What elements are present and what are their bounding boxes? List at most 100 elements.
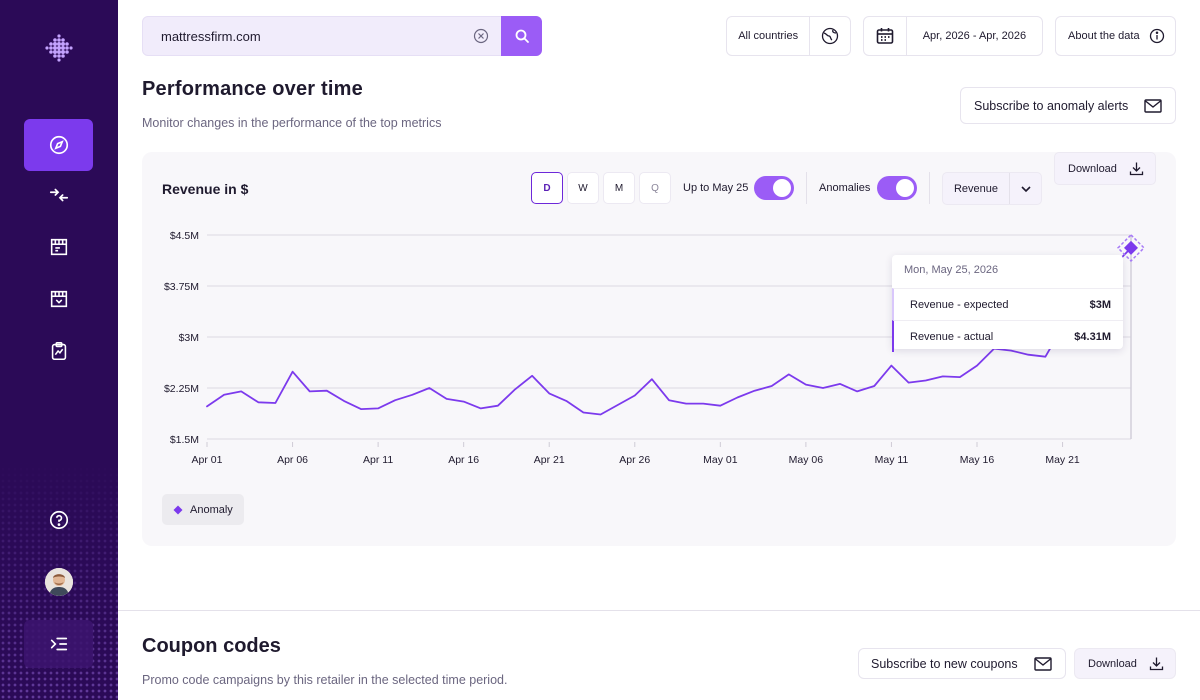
- anomalies-toggle[interactable]: [877, 176, 917, 200]
- data-point: [616, 404, 618, 406]
- chart-download-button[interactable]: Download: [1054, 152, 1156, 185]
- anomaly-diamond-icon: [173, 505, 183, 514]
- date-range-filter[interactable]: Apr, 2026 - Apr, 2026: [863, 16, 1043, 56]
- mail-icon: [1144, 99, 1162, 113]
- nav-analytics[interactable]: [24, 325, 93, 377]
- granularity-quarter[interactable]: Q: [639, 172, 671, 204]
- coupons-download-button[interactable]: Download: [1074, 648, 1176, 679]
- tooltip-row-actual: Revenue - actual $4.31M: [892, 320, 1123, 352]
- globe-icon-wrap: [810, 17, 850, 55]
- x-tick-label: May 11: [875, 454, 909, 466]
- data-point: [326, 390, 328, 392]
- data-point: [907, 381, 909, 383]
- x-tick-label: Apr 26: [619, 454, 650, 466]
- subscribe-anomaly-alerts-button[interactable]: Subscribe to anomaly alerts: [960, 87, 1176, 124]
- data-point: [274, 402, 276, 404]
- data-point: [942, 375, 944, 377]
- data-point: [856, 390, 858, 392]
- about-data-label: About the data: [1068, 30, 1140, 42]
- legend-anomaly-label: Anomaly: [190, 503, 233, 516]
- subscribe-coupons-button[interactable]: Subscribe to new coupons: [858, 648, 1066, 679]
- clipboard-chart-icon: [51, 341, 66, 361]
- data-point: [719, 404, 721, 406]
- subscribe-anomaly-label: Subscribe to anomaly alerts: [974, 98, 1129, 113]
- nav-storefront[interactable]: [24, 221, 93, 273]
- data-point: [445, 398, 447, 400]
- x-tick-label: Apr 06: [277, 454, 308, 466]
- chart-card-title: Revenue in $: [162, 181, 249, 197]
- country-filter[interactable]: All countries: [726, 16, 851, 56]
- up-to-toggle[interactable]: [754, 176, 794, 200]
- data-point: [753, 390, 755, 392]
- data-point: [582, 411, 584, 413]
- revenue-chart-card: Revenue in $ D W M Q Up to May 25 Anomal…: [142, 152, 1176, 546]
- search-input[interactable]: [143, 17, 463, 55]
- data-point: [428, 387, 430, 389]
- data-point: [890, 364, 892, 366]
- granularity-week[interactable]: W: [567, 172, 599, 204]
- info-icon: [1149, 28, 1164, 44]
- data-point: [1027, 353, 1029, 355]
- mail-icon: [1034, 657, 1052, 671]
- tooltip-row-expected: Revenue - expected $3M: [892, 288, 1123, 320]
- storefront-icon: [50, 238, 67, 256]
- country-filter-label: All countries: [738, 30, 799, 42]
- nav-store-report[interactable]: [24, 273, 93, 325]
- help-icon: [49, 510, 68, 530]
- metric-select[interactable]: Revenue: [942, 172, 1042, 205]
- download-icon: [1149, 657, 1164, 671]
- nav-help[interactable]: [24, 494, 93, 546]
- logo-icon[interactable]: [43, 32, 75, 64]
- nav-compare[interactable]: [24, 169, 93, 221]
- data-point: [240, 390, 242, 392]
- search-button[interactable]: [501, 16, 542, 56]
- data-point: [976, 364, 978, 366]
- data-point: [822, 387, 824, 389]
- data-point: [959, 376, 961, 378]
- data-point: [257, 401, 259, 403]
- x-tick-label: May 16: [960, 454, 995, 466]
- avatar[interactable]: [45, 568, 73, 596]
- data-point: [668, 399, 670, 401]
- data-point: [736, 396, 738, 398]
- anomaly-marker-ring: [1116, 233, 1146, 262]
- tooltip-actual-label: Revenue - actual: [910, 330, 994, 343]
- data-point: [377, 407, 379, 409]
- data-point: [343, 400, 345, 402]
- collapse-menu-icon: [50, 637, 67, 651]
- chart-download-label: Download: [1068, 162, 1117, 175]
- about-data-button[interactable]: About the data: [1055, 16, 1176, 56]
- data-point: [308, 390, 310, 392]
- date-range-label: Apr, 2026 - Apr, 2026: [922, 30, 1027, 42]
- y-tick-label: $4.5M: [170, 230, 199, 242]
- store-report-icon: [50, 290, 67, 308]
- data-point: [360, 408, 362, 410]
- x-tick-label: Apr 01: [192, 454, 223, 466]
- x-tick-label: Apr 11: [363, 454, 393, 466]
- nav-overview[interactable]: [24, 119, 93, 171]
- tooltip-expected-value: $3M: [1089, 298, 1111, 311]
- metric-select-value: Revenue: [953, 182, 999, 195]
- chart-tooltip: Mon, May 25, 2026 Revenue - expected $3M…: [892, 255, 1123, 352]
- data-point: [411, 394, 413, 396]
- section-divider: [118, 610, 1200, 611]
- clear-search-icon[interactable]: [473, 28, 489, 44]
- tooltip-expected-label: Revenue - expected: [910, 298, 1009, 311]
- data-point: [599, 413, 601, 415]
- y-tick-label: $3M: [179, 332, 199, 344]
- x-tick-label: May 01: [703, 454, 738, 466]
- collapse-menu-button[interactable]: [24, 620, 93, 668]
- granularity-month[interactable]: M: [603, 172, 635, 204]
- user-avatar-icon: [45, 568, 73, 596]
- globe-icon: [821, 27, 839, 45]
- data-point: [873, 385, 875, 387]
- data-point: [206, 405, 208, 407]
- x-tick-label: Apr 21: [534, 454, 565, 466]
- y-tick-label: $2.25M: [164, 383, 199, 395]
- data-point: [223, 394, 225, 396]
- anomaly-marker: [1124, 240, 1138, 255]
- up-to-label: Up to May 25: [683, 182, 749, 194]
- legend-anomaly[interactable]: Anomaly: [162, 494, 244, 525]
- granularity-day[interactable]: D: [531, 172, 563, 204]
- chevron-down-icon: [1021, 185, 1031, 192]
